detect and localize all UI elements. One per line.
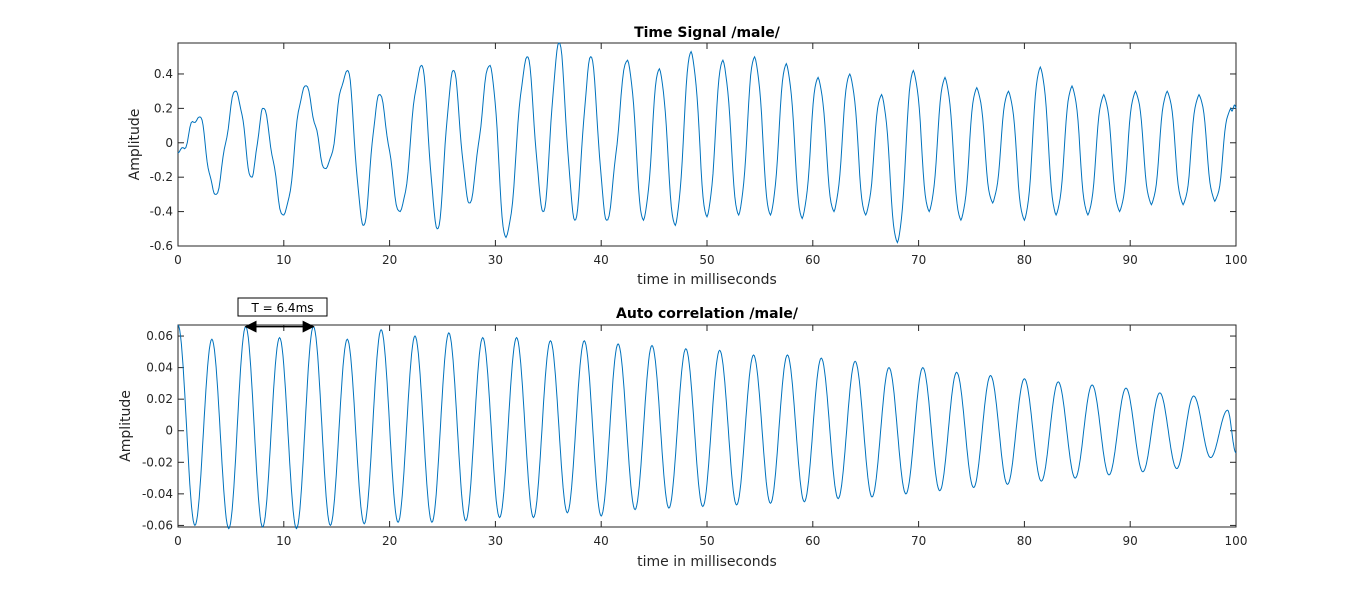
y-axis-label: Amplitude xyxy=(118,390,134,462)
signal-trace xyxy=(177,42,1237,244)
x-tick-label: 40 xyxy=(594,534,609,548)
x-tick-label: 60 xyxy=(805,253,820,267)
y-tick-label: 0.06 xyxy=(146,329,173,343)
x-tick-label: 50 xyxy=(699,534,714,548)
plot-title: Auto correlation /male/ xyxy=(616,306,799,322)
annotation-text: T = 6.4ms xyxy=(250,301,313,315)
x-tick-label: 70 xyxy=(911,534,926,548)
tick-group: 0 10 20 30 40 50 60 70 80 90 100 -0.6 -0.4 -0.2 0 0.2 0.… xyxy=(150,43,1248,267)
plot-autocorrelation: Auto correlation /male/ 0 10 20 30 40 50 60 70 8… xyxy=(118,297,1248,570)
autocorrelation-trace xyxy=(177,324,1237,530)
axes-box xyxy=(177,324,1237,528)
y-tick-label: -0.02 xyxy=(142,455,173,469)
x-tick-label: 0 xyxy=(174,534,182,548)
x-tick-label: 80 xyxy=(1017,534,1032,548)
x-tick-label: 80 xyxy=(1017,253,1032,267)
x-tick-label: 60 xyxy=(805,534,820,548)
plot-time-signal: Time Signal /male/ 0 10 20 30 40 50 60 70 80 90 10… xyxy=(127,25,1247,288)
x-tick-label: 20 xyxy=(382,534,397,548)
annotation-box xyxy=(237,297,328,317)
plot-title: Time Signal /male/ xyxy=(634,25,781,41)
x-tick-label: 50 xyxy=(699,253,714,267)
y-tick-label: 0 xyxy=(165,424,173,438)
y-tick-label: -0.06 xyxy=(142,518,173,532)
x-tick-label: 0 xyxy=(174,253,182,267)
y-tick-label: -0.6 xyxy=(150,239,173,253)
y-tick-label: 0.04 xyxy=(146,361,173,375)
x-tick-label: 40 xyxy=(594,253,609,267)
y-tick-label: -0.2 xyxy=(150,170,173,184)
x-axis-label: time in milliseconds xyxy=(637,272,777,288)
x-tick-label: 100 xyxy=(1225,534,1248,548)
x-tick-label: 90 xyxy=(1123,534,1138,548)
y-axis-label: Amplitude xyxy=(127,109,143,181)
y-tick-label: 0 xyxy=(165,136,173,150)
x-tick-label: 30 xyxy=(488,253,503,267)
x-tick-label: 30 xyxy=(488,534,503,548)
x-tick-label: 20 xyxy=(382,253,397,267)
y-tick-label: -0.4 xyxy=(150,205,173,219)
y-tick-label: -0.04 xyxy=(142,487,173,501)
x-axis-label: time in milliseconds xyxy=(637,554,777,570)
y-tick-label: 0.4 xyxy=(154,67,173,81)
x-tick-label: 10 xyxy=(276,534,291,548)
x-tick-label: 100 xyxy=(1225,253,1248,267)
y-tick-label: 0.02 xyxy=(146,392,173,406)
y-tick-label: 0.2 xyxy=(154,101,173,115)
x-tick-label: 10 xyxy=(276,253,291,267)
period-annotation: T = 6.4ms xyxy=(237,297,328,333)
tick-group: 0 10 20 30 40 50 60 70 80 90 100 -0.06 -0.04 -0.02 0 0.… xyxy=(142,325,1248,548)
x-tick-label: 90 xyxy=(1123,253,1138,267)
x-tick-label: 70 xyxy=(911,253,926,267)
